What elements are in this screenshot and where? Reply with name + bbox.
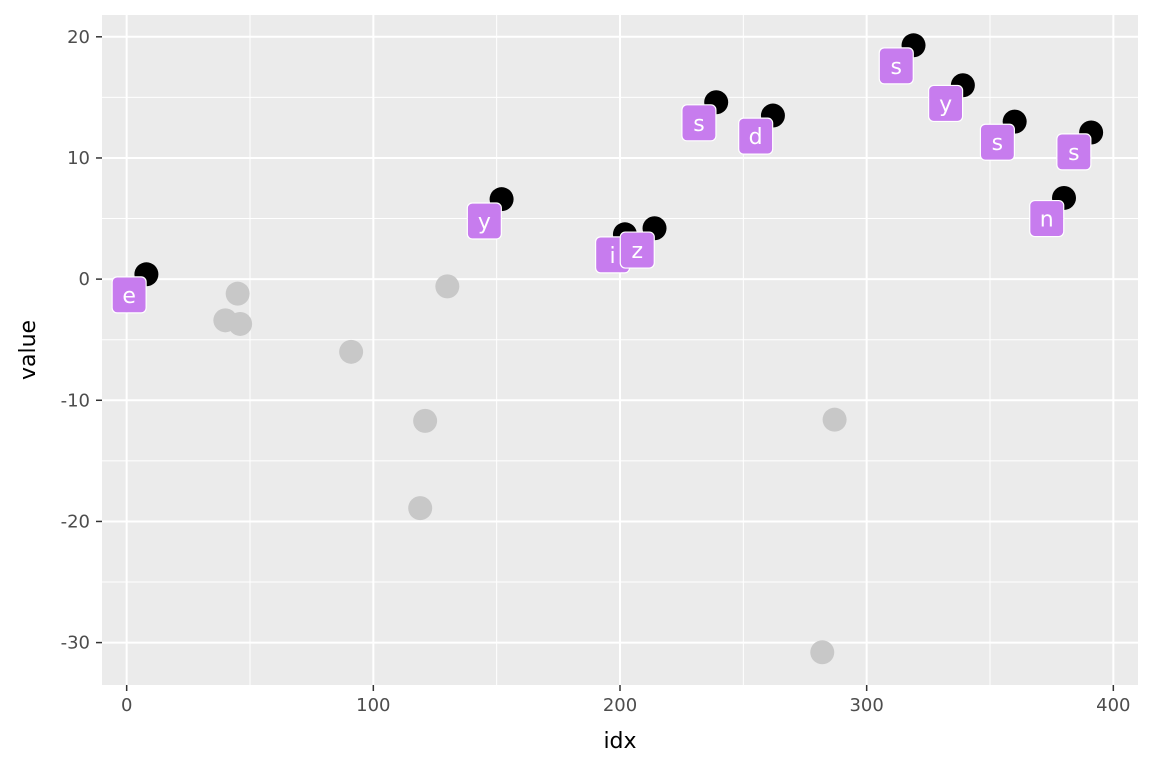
point-label: s <box>878 47 914 85</box>
y-tick-label: -30 <box>61 633 90 654</box>
point-label: n <box>1029 199 1065 238</box>
label-text: i <box>610 244 616 269</box>
y-tick-label: 0 <box>79 269 90 290</box>
faded-point <box>435 274 460 299</box>
y-tick-label: 20 <box>67 27 90 48</box>
point-label: y <box>466 202 502 240</box>
faded-point <box>225 281 250 306</box>
faded-points <box>213 274 847 665</box>
x-tick-label: 400 <box>1096 695 1130 716</box>
label-box <box>878 47 914 85</box>
x-tick-label: 200 <box>603 695 637 716</box>
label-box <box>738 117 774 155</box>
x-axis: 0 100 200 300 400 <box>121 685 1131 716</box>
label-text: y <box>939 92 952 117</box>
x-axis-title: idx <box>603 729 636 754</box>
y-axis-title: value <box>16 320 41 380</box>
label-box <box>927 84 964 123</box>
faded-point <box>413 408 438 433</box>
y-tick-label: -20 <box>61 511 90 532</box>
point-label: y <box>927 84 964 123</box>
x-tick-label: 100 <box>356 695 390 716</box>
major-gridlines <box>102 15 1138 685</box>
point-labels: e y i z s d s y s n s <box>111 47 1092 314</box>
x-tick-label: 0 <box>121 695 132 716</box>
label-box <box>681 104 717 142</box>
x-tick-label: 300 <box>849 695 883 716</box>
label-box <box>466 202 502 240</box>
point-label: z <box>619 231 655 269</box>
y-axis: 20 10 0 -10 -20 -30 <box>61 27 102 654</box>
faded-point <box>822 407 847 432</box>
faded-point <box>228 311 253 336</box>
label-box <box>619 231 655 269</box>
label-text: e <box>122 284 136 309</box>
label-box <box>979 123 1016 161</box>
y-tick-label: -10 <box>61 390 90 411</box>
faded-point <box>810 640 835 665</box>
faded-point <box>339 339 364 364</box>
label-text: s <box>693 112 704 137</box>
point-label: e <box>111 276 147 314</box>
point-label: s <box>681 104 717 142</box>
label-text: s <box>992 131 1003 156</box>
label-text: n <box>1040 208 1054 233</box>
label-text: d <box>749 125 763 150</box>
point-label: d <box>738 117 774 155</box>
label-box <box>1029 199 1065 238</box>
label-box <box>111 276 147 314</box>
label-text: z <box>631 239 643 264</box>
y-tick-label: 10 <box>67 148 90 169</box>
point-label: s <box>979 123 1016 161</box>
faded-point <box>408 496 433 521</box>
label-text: s <box>891 55 902 80</box>
label-box <box>1056 133 1092 171</box>
label-text: s <box>1068 141 1079 166</box>
point-label: s <box>1056 133 1092 171</box>
label-text: y <box>478 210 491 235</box>
